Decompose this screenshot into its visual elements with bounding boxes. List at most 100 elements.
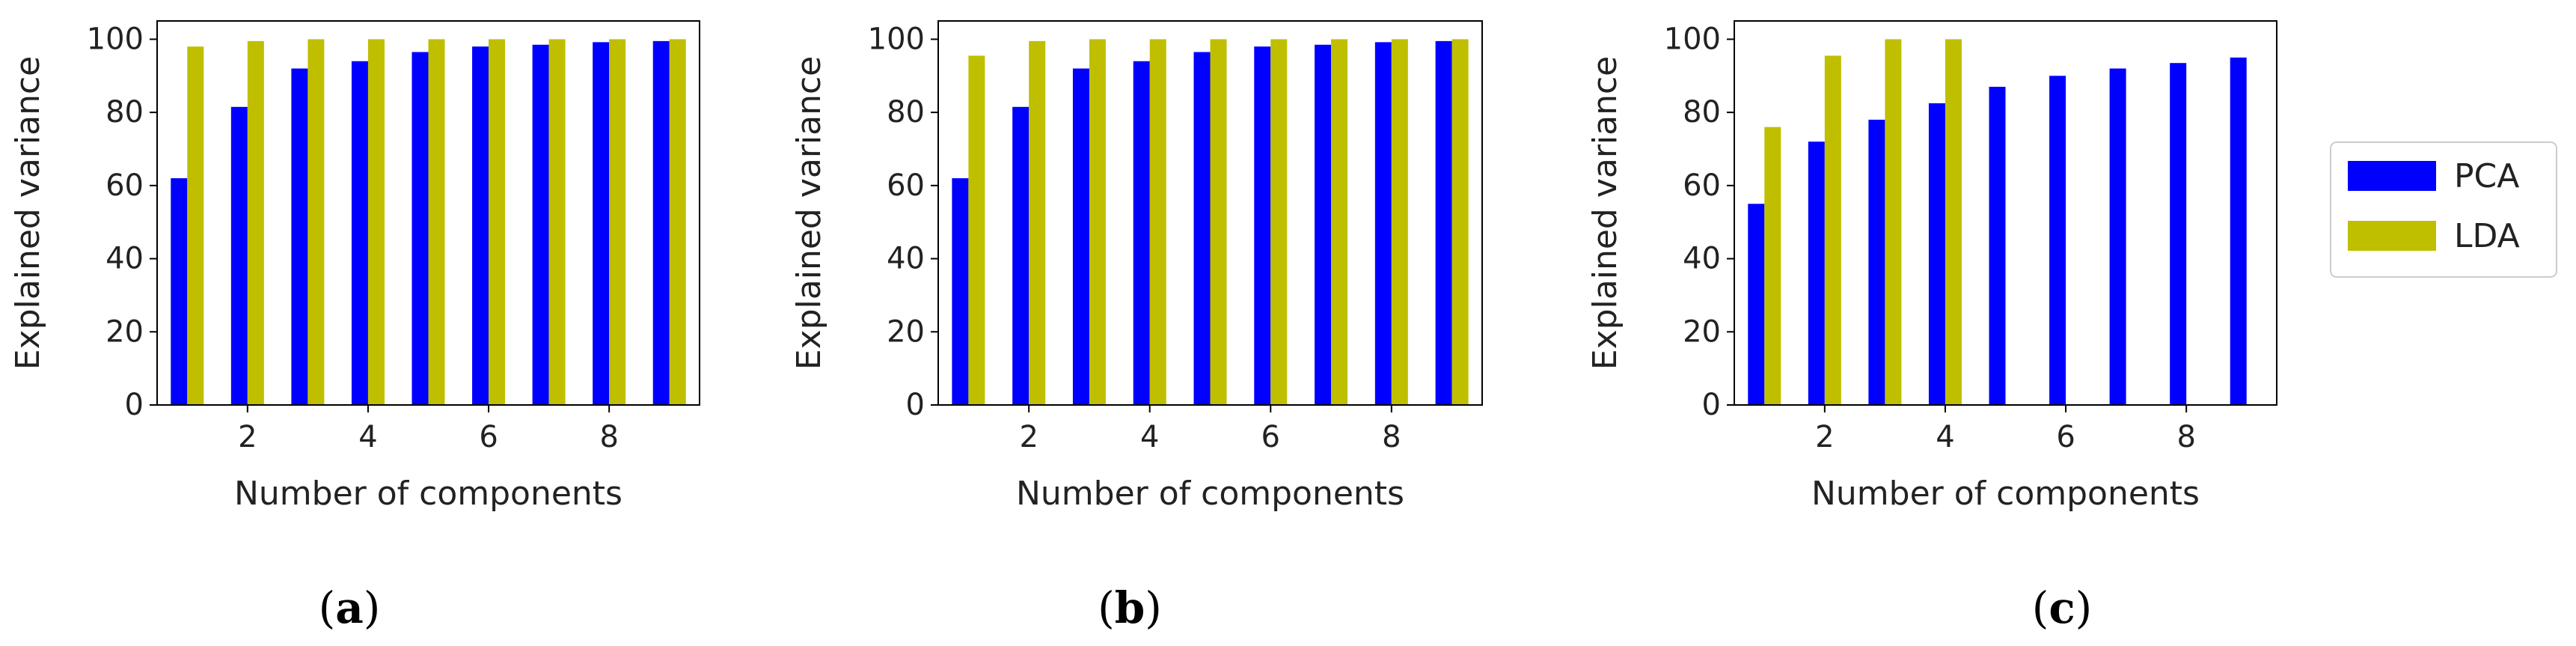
bar-pca-2 (1012, 106, 1030, 405)
legend-swatch-lda (2348, 221, 2436, 251)
x-tick-label: 4 (1936, 420, 1954, 454)
bar-lda-8 (609, 39, 626, 406)
x-tick-label: 2 (1019, 420, 1038, 454)
bar-pca-5 (412, 52, 429, 405)
bar-lda-1 (968, 55, 985, 405)
bar-pca-9 (1435, 40, 1452, 406)
bar-pca-7 (2109, 68, 2126, 405)
y-tick-label: 40 (887, 242, 925, 276)
bar-pca-6 (472, 46, 489, 405)
x-tick-label: 6 (2056, 420, 2075, 454)
bar-lda-9 (1451, 39, 1469, 406)
x-axis-label: Number of components (1811, 475, 2200, 513)
bar-pca-4 (1133, 61, 1150, 406)
bar-lda-1 (187, 46, 204, 405)
y-axis-label: Explained variance (9, 56, 47, 370)
x-tick-label: 2 (238, 420, 257, 454)
legend-swatch-pca (2348, 161, 2436, 191)
legend-label-pca: PCA (2454, 157, 2519, 195)
bar-lda-5 (1210, 39, 1227, 406)
y-tick-label: 20 (105, 314, 144, 349)
y-axis-label: Explained variance (790, 56, 828, 370)
y-axis-label: Explained variance (1586, 56, 1624, 370)
bar-pca-5 (1989, 86, 2006, 405)
y-tick-label: 60 (1683, 168, 1721, 203)
x-tick-label: 8 (2176, 420, 2195, 454)
chart-panel-c: 0 20 40 60 80 100 2 4 6 8 Number of components Expl… (1586, 20, 2277, 513)
bar-pca-3 (291, 68, 308, 405)
bar-lda-6 (1270, 39, 1288, 406)
x-axis-label: Number of components (234, 475, 622, 513)
y-tick-label: 0 (906, 388, 925, 422)
bar-pca-6 (2049, 76, 2066, 405)
x-tick-label: 8 (1382, 420, 1401, 454)
y-tick-label: 20 (1683, 314, 1721, 349)
bar-pca-1 (952, 178, 969, 405)
bar-lda-1 (1764, 127, 1781, 405)
bar-pca-3 (1072, 68, 1089, 405)
bar-pca-3 (1868, 119, 1885, 405)
bar-pca-4 (351, 61, 368, 406)
x-tick-label: 6 (479, 420, 498, 454)
bar-lda-4 (1945, 39, 1962, 406)
x-axis-label: Number of components (1016, 475, 1404, 513)
axes-frame (156, 20, 700, 406)
y-tick-label: 80 (887, 95, 925, 129)
bar-pca-1 (171, 178, 188, 405)
bar-lda-4 (1149, 39, 1166, 406)
bar-pca-9 (652, 40, 670, 406)
bar-pca-2 (1808, 141, 1825, 406)
y-tick-label: 40 (105, 242, 144, 276)
bar-lda-3 (1885, 39, 1902, 406)
x-tick-label: 6 (1261, 420, 1280, 454)
bar-lda-4 (367, 39, 385, 406)
chart-panel-a: 0 20 40 60 80 100 2 4 6 8 Number of components Expl… (9, 20, 700, 513)
y-tick-label: 40 (1683, 242, 1721, 276)
bar-lda-2 (1029, 40, 1046, 406)
y-tick-label: 80 (1683, 95, 1721, 129)
bar-pca-8 (2170, 63, 2187, 405)
legend-label-lda: LDA (2454, 217, 2520, 255)
x-tick-label: 2 (1815, 420, 1834, 454)
y-tick-label: 80 (105, 95, 144, 129)
panel-caption: (b) (1098, 582, 1162, 633)
legend: PCA LDA (2330, 141, 2557, 278)
bar-pca-1 (1748, 204, 1765, 405)
chart-panel-b: 0 20 40 60 80 100 2 4 6 8 Number of components Expl… (790, 20, 1483, 513)
y-tick-label: 60 (887, 168, 925, 203)
y-tick-label: 60 (105, 168, 144, 203)
axes-frame (937, 20, 1483, 406)
bar-lda-9 (669, 39, 686, 406)
axes-frame (1734, 20, 2277, 406)
bar-lda-2 (247, 40, 264, 406)
y-tick-label: 20 (887, 314, 925, 349)
y-tick-label: 100 (1664, 22, 1721, 56)
bar-pca-7 (1315, 44, 1332, 405)
x-tick-label: 4 (1140, 420, 1159, 454)
y-tick-label: 0 (125, 388, 144, 422)
bar-pca-9 (2230, 57, 2247, 406)
x-tick-label: 4 (358, 420, 377, 454)
bar-lda-8 (1391, 39, 1408, 406)
bar-lda-7 (548, 39, 566, 406)
bar-pca-5 (1193, 52, 1211, 405)
bar-pca-7 (532, 44, 549, 405)
bar-lda-7 (1331, 39, 1348, 406)
y-tick-label: 100 (87, 22, 144, 56)
bar-pca-8 (593, 42, 610, 406)
bar-pca-4 (1928, 103, 1945, 405)
bar-pca-8 (1374, 42, 1392, 406)
bar-lda-2 (1824, 55, 1841, 405)
bar-pca-2 (230, 106, 248, 405)
bar-lda-5 (428, 39, 445, 406)
x-tick-label: 8 (599, 420, 618, 454)
bar-lda-6 (489, 39, 506, 406)
y-tick-label: 100 (868, 22, 925, 56)
panel-caption: (a) (319, 582, 381, 633)
bar-lda-3 (308, 39, 325, 406)
y-tick-label: 0 (1702, 388, 1721, 422)
bar-pca-6 (1254, 46, 1271, 405)
bar-lda-3 (1089, 39, 1106, 406)
panel-caption: (c) (2032, 582, 2093, 633)
